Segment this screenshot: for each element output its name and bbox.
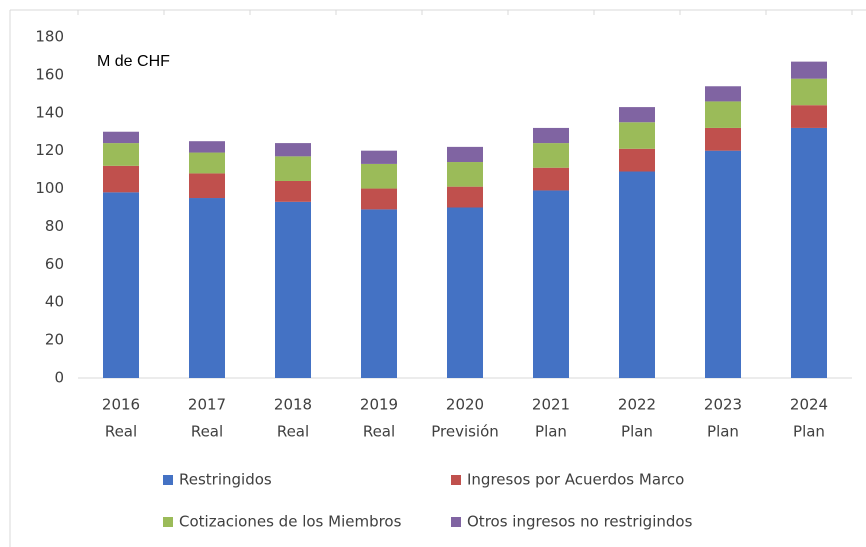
bar-segment [189,173,225,199]
bar-segment [791,78,827,106]
bar-segment [705,101,741,128]
y-tick-label: 60 [45,255,64,273]
legend-swatch [451,475,461,485]
bar-segment [619,171,655,378]
x-tick-label: 2020 [446,396,484,414]
bar-segment [447,146,483,163]
bar-segment [447,162,483,187]
legend-label: Ingresos por Acuerdos Marco [467,471,684,489]
y-tick-label: 20 [45,331,64,349]
bar-segment [189,141,225,153]
x-tick-label: Plan [707,423,739,441]
bar-segment [275,180,311,202]
bar-segment [619,122,655,149]
bar-segment [275,143,311,157]
x-tick-label: 2021 [532,396,570,414]
y-tick-label: 120 [35,141,64,159]
x-tick-label: 2023 [704,396,742,414]
bar-segment [533,143,569,168]
x-tick-label: Real [277,423,309,441]
y-tick-label: 80 [45,217,64,235]
bar-segment [275,156,311,181]
y-tick-label: 0 [54,369,64,387]
bar-segment [619,107,655,123]
bar-segment [791,61,827,79]
y-tick-label: 160 [35,65,64,83]
bar-segment [447,207,483,378]
legend-swatch [163,475,173,485]
x-tick-label: Real [105,423,137,441]
x-tick-label: Plan [535,423,567,441]
bar-segment [533,190,569,378]
x-tick-label: 2017 [188,396,226,414]
x-tick-label: 2018 [274,396,312,414]
bar-segment [791,127,827,378]
y-tick-label: 180 [35,28,64,46]
x-tick-label: Plan [621,423,653,441]
bar-segment [103,131,139,144]
bar-segment [361,163,397,189]
bar-segment [103,192,139,378]
legend-swatch [163,517,173,527]
bar-segment [361,150,397,164]
bar-segment [791,105,827,128]
bar-segment [533,167,569,191]
x-tick-label: Real [363,423,395,441]
bar-segment [361,209,397,378]
y-tick-label: 100 [35,179,64,197]
x-tick-label: Plan [793,423,825,441]
x-tick-label: 2019 [360,396,398,414]
x-tick-label: Real [191,423,223,441]
legend-label: Otros ingresos no restrigindos [467,513,693,531]
bar-segment [103,165,139,193]
bar-segment [705,150,741,378]
bar-segment [619,148,655,172]
legend-label: Restringidos [179,471,272,489]
bar-segment [705,86,741,102]
y-tick-label: 40 [45,293,64,311]
bar-segment [189,152,225,174]
bar-segment [189,198,225,378]
bar-segment [705,127,741,151]
x-tick-label: 2024 [790,396,828,414]
bar-segment [275,201,311,378]
x-tick-label: 2016 [102,396,140,414]
legend-swatch [451,517,461,527]
bar-segment [533,127,569,144]
legend-label: Cotizaciones de los Miembros [179,513,402,531]
x-tick-label: 2022 [618,396,656,414]
bar-segment [447,186,483,208]
y-tick-label: 140 [35,103,64,121]
x-tick-label: Previsión [431,423,499,441]
annotation: M de CHF [97,53,170,70]
bar-segment [103,143,139,166]
bar-segment [361,188,397,210]
